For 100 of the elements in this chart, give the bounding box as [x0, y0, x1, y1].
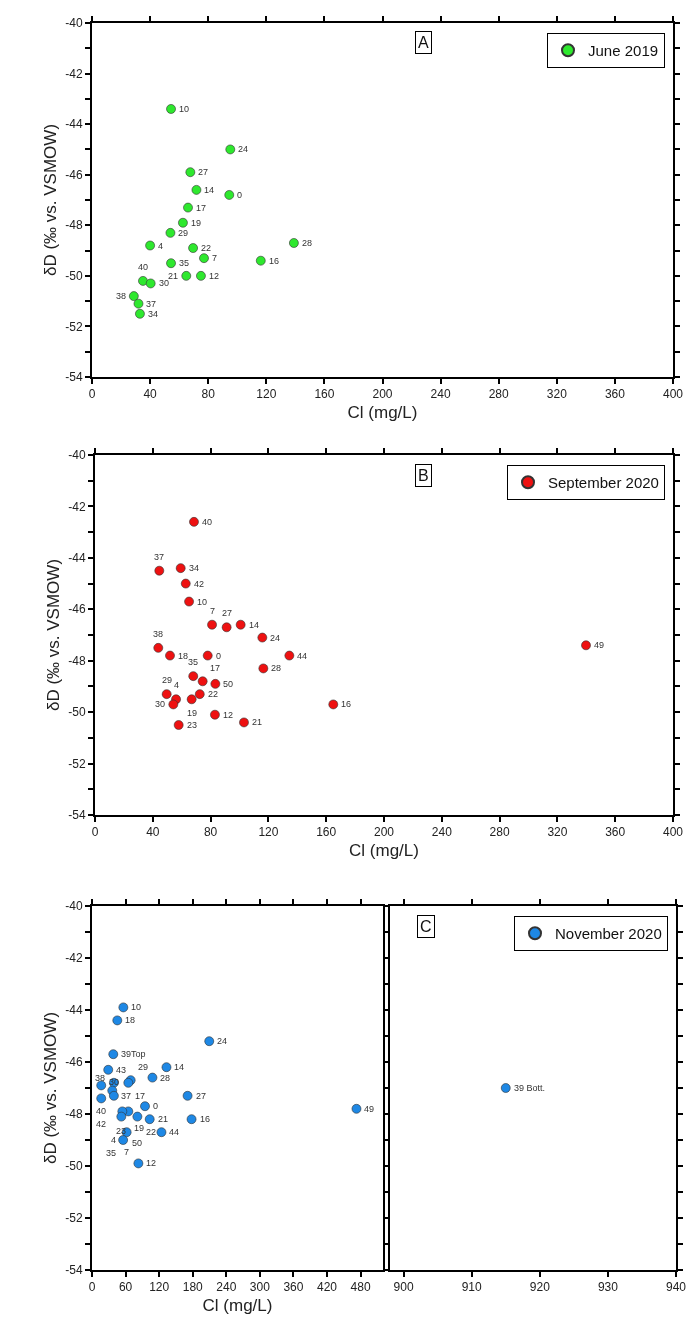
annotation: 29 — [162, 675, 173, 685]
annotation: 24 — [238, 144, 249, 154]
x-tick-label: 480 — [350, 1280, 371, 1295]
x-tick-label: 280 — [489, 825, 510, 840]
annotation: 19 — [187, 708, 198, 718]
annotation: 19 — [191, 218, 202, 228]
x-tick-label: 200 — [373, 825, 395, 840]
annotation: 50 — [223, 679, 234, 689]
y-tick-label: -52 — [65, 1211, 83, 1226]
annotation: 34 — [189, 563, 200, 573]
annotation: 35 — [188, 657, 199, 667]
y-tick-label: -48 — [68, 653, 86, 668]
annotation: 35 — [179, 258, 190, 268]
y-tick-label: -42 — [65, 66, 83, 81]
x-tick-label: 360 — [605, 825, 626, 840]
x-tick-label: 320 — [547, 825, 568, 840]
annotation: 28 — [302, 238, 313, 248]
y-tick-label: -54 — [65, 1263, 83, 1278]
annotation: 50 — [132, 1138, 143, 1148]
y-tick-label: -48 — [65, 218, 83, 233]
legend-label: June 2019 — [588, 42, 659, 60]
x-tick-label: 200 — [372, 387, 393, 402]
annotation: 24 — [270, 633, 281, 643]
annotation: 44 — [169, 1127, 180, 1137]
annotation: 16 — [341, 699, 352, 709]
annotation: 17 — [210, 663, 221, 673]
annotation: 30 — [159, 278, 170, 288]
annotation: 0 — [153, 1101, 159, 1111]
annotation: 7 — [212, 253, 218, 263]
annotation: 40 — [202, 517, 213, 527]
x-tick-label: 400 — [662, 825, 684, 840]
annotation: 29 — [138, 1062, 149, 1072]
annotation: 38 — [95, 1073, 106, 1083]
annotation: 21 — [158, 1114, 169, 1124]
legend-label: September 2020 — [548, 474, 659, 492]
x-tick-label: 180 — [182, 1280, 204, 1295]
x-tick-label: 0 — [91, 825, 99, 840]
annotation: 24 — [217, 1036, 228, 1046]
x-tick-label: 240 — [430, 387, 451, 402]
annotation: 23 — [187, 720, 198, 730]
y-tick-label: -50 — [65, 269, 83, 284]
x-tick-label: 360 — [604, 387, 626, 402]
annotation: 12 — [209, 271, 220, 281]
x-tick-label: 420 — [317, 1280, 338, 1295]
annotation: 22 — [146, 1127, 157, 1137]
y-tick-label: -46 — [65, 1055, 83, 1070]
y-tick-label: -42 — [68, 499, 86, 514]
x-tick-label: 320 — [546, 387, 568, 402]
annotation: 17 — [196, 203, 207, 213]
x-tick-label: 920 — [529, 1280, 551, 1295]
annotation: 35 — [106, 1148, 117, 1158]
y-tick-label: -46 — [68, 602, 86, 617]
annotation: 27 — [222, 608, 233, 618]
legend-label: November 2020 — [555, 925, 662, 943]
annotation: 30 — [109, 1077, 120, 1087]
annotation: 4 — [174, 680, 180, 690]
x-tick-label: 300 — [249, 1280, 271, 1295]
x-tick-label: 400 — [662, 387, 684, 402]
x-tick-label: 80 — [201, 387, 216, 402]
y-tick-label: -54 — [68, 808, 86, 823]
y-tick-label: -40 — [68, 448, 86, 463]
y-tick-label: -44 — [68, 551, 86, 566]
annotation: 17 — [135, 1091, 146, 1101]
annotation: 38 — [153, 629, 164, 639]
x-tick-label: 160 — [316, 825, 337, 840]
annotation: 29 — [178, 228, 189, 238]
annotation: 0 — [216, 651, 222, 661]
annotation: 39 Bott. — [514, 1083, 546, 1093]
y-tick-label: -52 — [65, 319, 83, 334]
annotation: 7 — [210, 606, 216, 616]
x-tick-label: 910 — [461, 1280, 483, 1295]
annotation: 42 — [194, 579, 205, 589]
annotation: 28 — [271, 663, 282, 673]
annotation: 49 — [364, 1104, 375, 1114]
annotation: 10 — [179, 104, 190, 114]
annotation: 37 — [154, 552, 165, 562]
annotation: 10 — [197, 597, 208, 607]
y-tick-label: -40 — [65, 899, 83, 914]
x-tick-label: 900 — [393, 1280, 414, 1295]
annotation: 22 — [201, 243, 212, 253]
annotation: 44 — [297, 651, 308, 661]
x-axis-title: Cl (mg/L) — [202, 1296, 273, 1316]
annotation: 28 — [160, 1073, 171, 1083]
x-tick-label: 280 — [488, 387, 510, 402]
x-axis-title: Cl (mg/L) — [349, 841, 419, 861]
x-tick-label: 160 — [314, 387, 335, 402]
annotation: 30 — [155, 699, 166, 709]
annotation: C — [420, 918, 432, 935]
annotation: A — [418, 34, 429, 51]
y-tick-label: -48 — [65, 1107, 83, 1122]
annotation: 18 — [125, 1015, 136, 1025]
x-tick-label: 0 — [88, 1280, 96, 1295]
annotation: 4 — [111, 1135, 117, 1145]
annotation: 14 — [204, 185, 215, 195]
annotation: 40 — [96, 1106, 107, 1116]
x-axis-title: Cl (mg/L) — [347, 403, 418, 423]
annotation: 39Top — [121, 1049, 146, 1059]
annotation: B — [418, 467, 429, 484]
annotation: 27 — [198, 167, 209, 177]
y-tick-label: -42 — [65, 951, 83, 966]
